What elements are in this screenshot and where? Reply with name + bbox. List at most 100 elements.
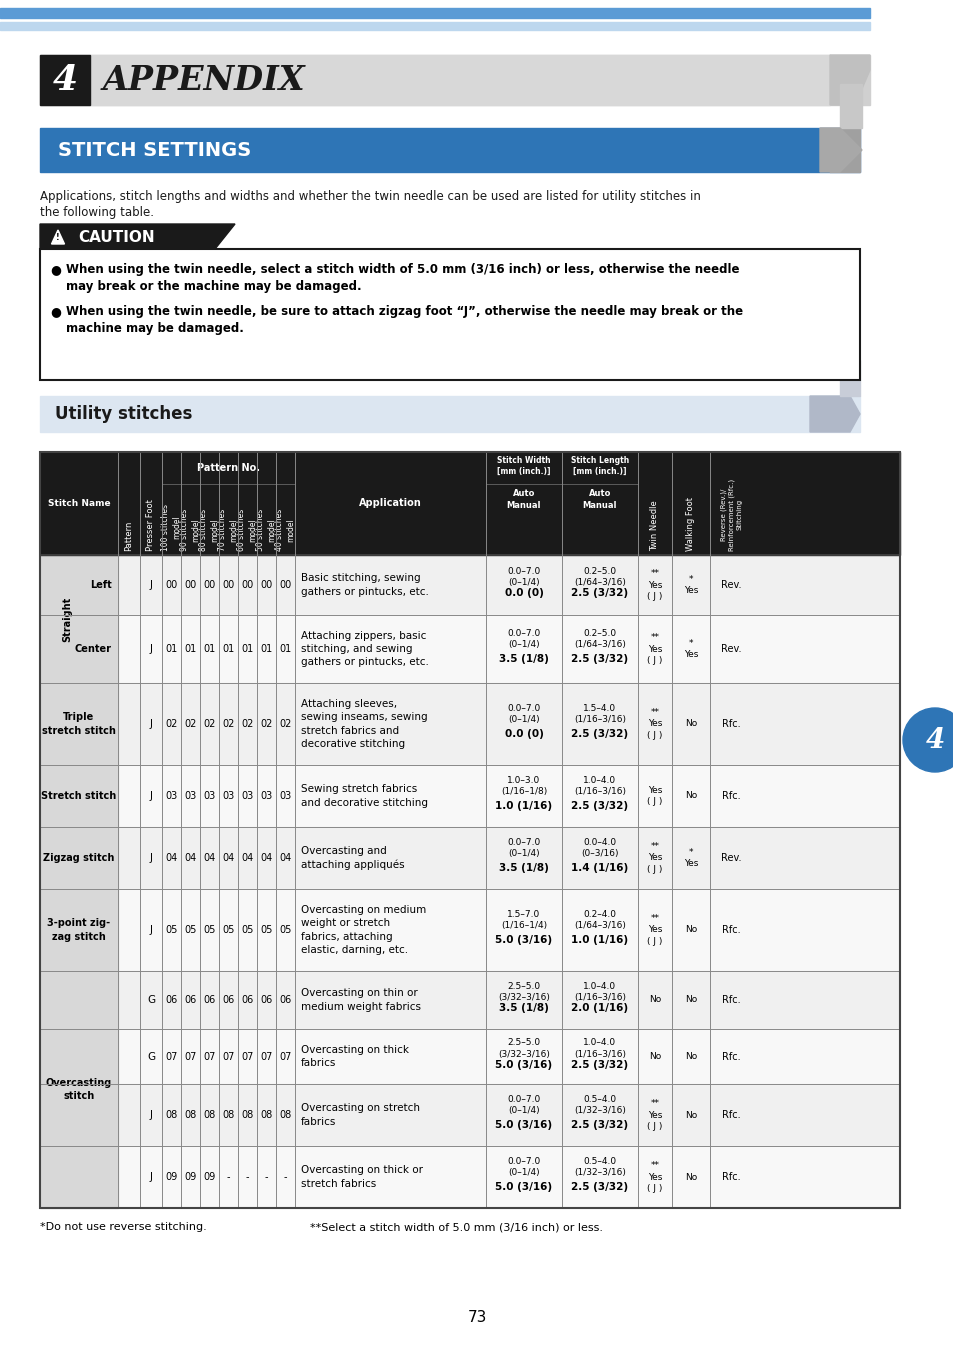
Text: 2.5 (3/32): 2.5 (3/32) bbox=[571, 588, 628, 599]
Text: **
Yes
( J ): ** Yes ( J ) bbox=[647, 914, 662, 945]
Text: 06: 06 bbox=[241, 995, 253, 1006]
Text: Overcasting on thin or
medium weight fabrics: Overcasting on thin or medium weight fab… bbox=[301, 988, 420, 1011]
Text: 02: 02 bbox=[279, 718, 292, 729]
Text: Rfc.: Rfc. bbox=[721, 1109, 740, 1120]
Text: 00: 00 bbox=[241, 580, 253, 590]
Text: 01: 01 bbox=[260, 644, 273, 654]
Text: **
Yes
( J ): ** Yes ( J ) bbox=[647, 709, 662, 740]
Text: 08: 08 bbox=[203, 1109, 215, 1120]
Text: Rev.: Rev. bbox=[720, 580, 741, 590]
Text: 2.5 (3/32): 2.5 (3/32) bbox=[571, 801, 628, 811]
Text: *
Yes: * Yes bbox=[683, 848, 698, 868]
Text: 01: 01 bbox=[203, 644, 215, 654]
Text: 2.5 (3/32): 2.5 (3/32) bbox=[571, 654, 628, 665]
Text: machine may be damaged.: machine may be damaged. bbox=[66, 322, 244, 336]
Text: No: No bbox=[684, 1111, 697, 1119]
Text: 0.0–7.0
(0–1/4): 0.0–7.0 (0–1/4) bbox=[507, 838, 540, 859]
Text: Pattern: Pattern bbox=[125, 520, 133, 551]
Text: 06: 06 bbox=[184, 995, 196, 1006]
Bar bbox=[40, 615, 899, 683]
Text: 07: 07 bbox=[241, 1051, 253, 1061]
Bar bbox=[40, 683, 899, 766]
Text: Overcasting on thick
fabrics: Overcasting on thick fabrics bbox=[301, 1045, 409, 1068]
Text: Rfc.: Rfc. bbox=[721, 925, 740, 936]
Text: 06: 06 bbox=[203, 995, 215, 1006]
Text: 2.5 (3/32): 2.5 (3/32) bbox=[571, 729, 628, 739]
Text: Rfc.: Rfc. bbox=[721, 995, 740, 1006]
Text: 0.2–5.0
(1/64–3/16): 0.2–5.0 (1/64–3/16) bbox=[574, 568, 625, 586]
Text: 07: 07 bbox=[165, 1051, 177, 1061]
Text: 100 stitches
model: 100 stitches model bbox=[161, 504, 181, 551]
Text: 3.5 (1/8): 3.5 (1/8) bbox=[498, 863, 548, 874]
Text: 0.2–5.0
(1/64–3/16): 0.2–5.0 (1/64–3/16) bbox=[574, 630, 625, 648]
Text: 04: 04 bbox=[241, 853, 253, 863]
Text: 00: 00 bbox=[260, 580, 273, 590]
Text: 5.0 (3/16): 5.0 (3/16) bbox=[495, 1182, 552, 1192]
Text: 0.0 (0): 0.0 (0) bbox=[504, 588, 543, 599]
Text: 0.5–4.0
(1/32–3/16): 0.5–4.0 (1/32–3/16) bbox=[574, 1157, 625, 1177]
Text: ●: ● bbox=[50, 263, 61, 276]
Text: 00: 00 bbox=[165, 580, 177, 590]
Text: **
Yes
( J ): ** Yes ( J ) bbox=[647, 842, 662, 874]
Text: 08: 08 bbox=[279, 1109, 292, 1120]
Bar bbox=[40, 452, 899, 1208]
Text: 00: 00 bbox=[203, 580, 215, 590]
Bar bbox=[840, 360, 859, 396]
Text: 04: 04 bbox=[184, 853, 196, 863]
Text: 05: 05 bbox=[184, 925, 196, 936]
Text: Manual: Manual bbox=[582, 501, 617, 511]
Text: Walking Foot: Walking Foot bbox=[686, 497, 695, 551]
Bar bbox=[40, 452, 899, 555]
Polygon shape bbox=[820, 128, 862, 173]
Text: 90 stitches
model: 90 stitches model bbox=[180, 508, 200, 551]
Bar bbox=[40, 971, 118, 1208]
Text: Overcasting
stitch: Overcasting stitch bbox=[46, 1078, 112, 1101]
Text: 0.0–7.0
(0–1/4): 0.0–7.0 (0–1/4) bbox=[507, 704, 540, 724]
Text: No: No bbox=[684, 996, 697, 1004]
Text: Auto: Auto bbox=[513, 489, 535, 499]
Bar bbox=[840, 84, 862, 128]
Text: Stitch Width
[mm (inch.)]: Stitch Width [mm (inch.)] bbox=[497, 456, 550, 476]
Text: **
Yes
( J ): ** Yes ( J ) bbox=[647, 1162, 662, 1193]
Text: 1.0–4.0
(1/16–3/16): 1.0–4.0 (1/16–3/16) bbox=[574, 981, 625, 1002]
Text: 2.0 (1/16): 2.0 (1/16) bbox=[571, 1003, 628, 1012]
Text: J: J bbox=[150, 580, 152, 590]
Text: 1.0–4.0
(1/16–3/16): 1.0–4.0 (1/16–3/16) bbox=[574, 776, 625, 797]
Text: the following table.: the following table. bbox=[40, 206, 153, 218]
Text: APPENDIX: APPENDIX bbox=[103, 63, 305, 97]
Text: CAUTION: CAUTION bbox=[78, 229, 154, 244]
Text: 08: 08 bbox=[222, 1109, 234, 1120]
Text: 73: 73 bbox=[467, 1310, 486, 1325]
Bar bbox=[40, 683, 118, 766]
Text: STITCH SETTINGS: STITCH SETTINGS bbox=[58, 140, 251, 159]
Text: 05: 05 bbox=[165, 925, 177, 936]
Text: 08: 08 bbox=[184, 1109, 196, 1120]
Bar bbox=[40, 1146, 899, 1208]
Text: No: No bbox=[684, 926, 697, 934]
Text: Utility stitches: Utility stitches bbox=[55, 404, 193, 423]
Text: Reverse (Rev.)/
Reinforcement (Rfc.)
Stitching: Reverse (Rev.)/ Reinforcement (Rfc.) Sti… bbox=[720, 479, 741, 551]
Text: 09: 09 bbox=[203, 1171, 215, 1182]
Text: 3.5 (1/8): 3.5 (1/8) bbox=[498, 654, 548, 665]
Bar bbox=[40, 249, 859, 380]
Text: Zigzag stitch: Zigzag stitch bbox=[43, 853, 114, 863]
Text: 04: 04 bbox=[279, 853, 292, 863]
Text: 04: 04 bbox=[203, 853, 215, 863]
Text: No: No bbox=[684, 1173, 697, 1181]
Text: -: - bbox=[246, 1171, 249, 1182]
Text: Twin Needle: Twin Needle bbox=[650, 500, 659, 551]
Text: **
Yes
( J ): ** Yes ( J ) bbox=[647, 1100, 662, 1131]
Text: 06: 06 bbox=[165, 995, 177, 1006]
Text: 07: 07 bbox=[260, 1051, 273, 1061]
Text: 3.5 (1/8): 3.5 (1/8) bbox=[498, 1003, 548, 1012]
Text: **
Yes
( J ): ** Yes ( J ) bbox=[647, 634, 662, 665]
Text: 0.0–7.0
(0–1/4): 0.0–7.0 (0–1/4) bbox=[507, 630, 540, 648]
Text: J: J bbox=[150, 925, 152, 936]
Polygon shape bbox=[51, 231, 65, 244]
Text: 04: 04 bbox=[222, 853, 234, 863]
Text: 80 stitches
model: 80 stitches model bbox=[199, 510, 219, 551]
Text: Overcasting on thick or
stretch fabrics: Overcasting on thick or stretch fabrics bbox=[301, 1166, 422, 1189]
Text: Stretch stitch: Stretch stitch bbox=[41, 791, 116, 801]
Text: 06: 06 bbox=[260, 995, 273, 1006]
Text: 03: 03 bbox=[260, 791, 273, 801]
